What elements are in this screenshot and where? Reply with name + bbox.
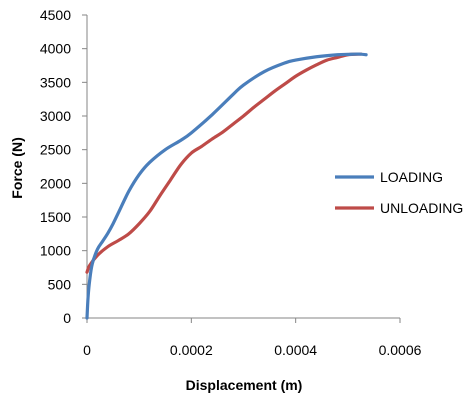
x-tick-label: 0 [83,342,91,358]
series-lines [85,52,368,320]
y-tick-label: 3500 [40,74,71,90]
legend-label-unloading: UNLOADING [380,200,463,216]
legend-label-loading: LOADING [380,169,443,185]
y-tick-label: 4500 [40,7,71,23]
axes [82,14,401,323]
x-axis-title: Displacement (m) [186,377,303,393]
x-tick-label: 0.0002 [170,342,213,358]
y-tick-label: 1500 [40,209,71,225]
y-tick-label: 4000 [40,41,71,57]
y-tick-label: 2500 [40,142,71,158]
y-axis-title: Force (N) [9,137,25,198]
y-tick-label: 3000 [40,108,71,124]
x-tick-label: 0.0006 [379,342,422,358]
tick-labels: 0 500 1000 1500 2000 2500 3000 3500 4000 4500 0 0.0… [40,7,422,358]
series-line-unloading [85,52,363,274]
legend: LOADING UNLOADING [335,169,463,216]
y-tick-label: 1000 [40,243,71,259]
series-line-loading [85,52,368,320]
x-tick-label: 0.0004 [274,342,317,358]
y-tick-label: 0 [63,310,71,326]
y-tick-label: 2000 [40,175,71,191]
y-tick-label: 500 [48,276,72,292]
